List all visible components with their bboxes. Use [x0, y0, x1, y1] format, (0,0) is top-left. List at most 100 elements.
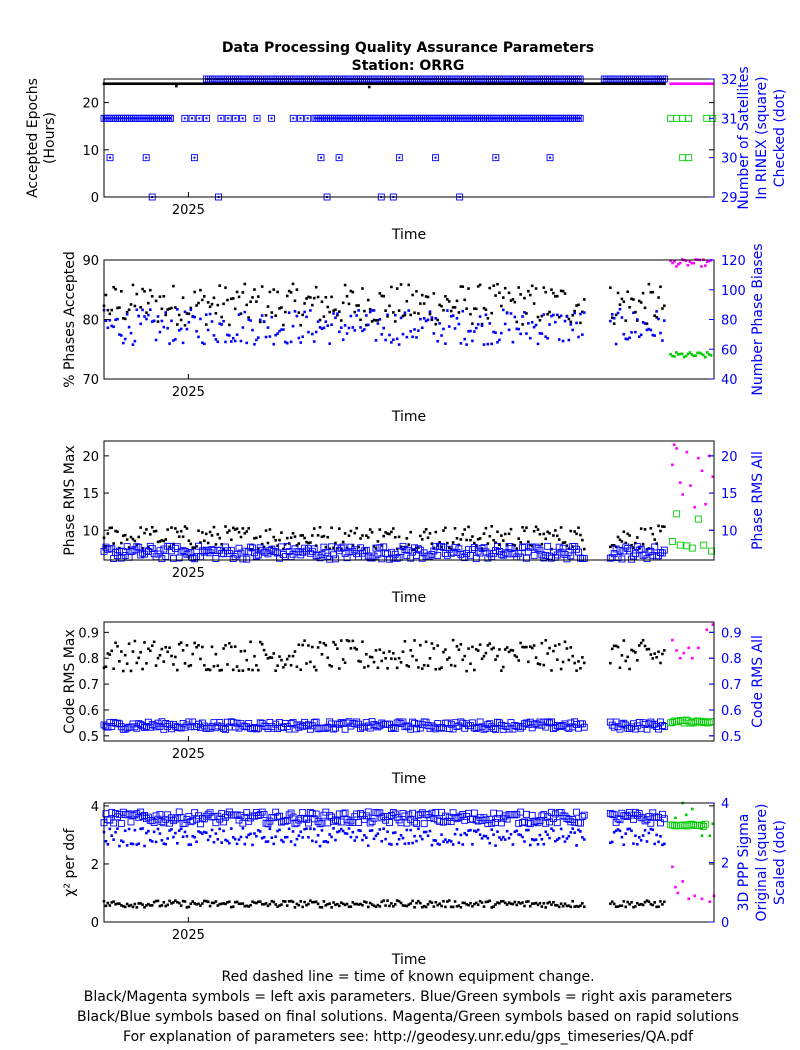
- data-point-dot: [681, 493, 684, 496]
- data-point-dot: [191, 117, 194, 120]
- data-point-dot: [181, 341, 185, 345]
- data-point-dot: [612, 82, 616, 86]
- data-point-dot: [645, 899, 649, 902]
- data-point-square: [509, 810, 517, 818]
- data-point-dot: [235, 665, 239, 668]
- data-point-dot: [634, 905, 637, 908]
- data-point-square: [357, 810, 364, 818]
- data-point-dot: [509, 902, 513, 906]
- data-point-dot: [361, 838, 364, 842]
- data-point-dot: [618, 307, 622, 311]
- data-point-dot: [449, 905, 453, 909]
- data-point-dot: [189, 308, 193, 312]
- data-point-square: [183, 550, 191, 558]
- data-point-dot: [385, 117, 388, 120]
- data-point-dot: [659, 834, 662, 838]
- data-point-dot: [196, 82, 199, 86]
- data-point-square: [660, 546, 668, 554]
- data-point-dot: [480, 657, 484, 661]
- data-point-dot: [125, 313, 129, 316]
- data-point-dot: [333, 117, 336, 120]
- data-point-dot: [339, 319, 343, 322]
- data-point-dot: [379, 117, 382, 120]
- data-point-square: [156, 811, 164, 818]
- data-point-square: [612, 545, 620, 553]
- data-point-dot: [612, 322, 616, 326]
- data-point-dot: [680, 258, 684, 261]
- data-point-dot: [131, 650, 135, 653]
- data-point-dot: [503, 648, 507, 651]
- data-point-dot: [352, 117, 355, 120]
- data-point-dot: [337, 117, 340, 120]
- data-point-dot: [293, 843, 297, 847]
- data-point-dot: [495, 82, 498, 86]
- data-point-dot: [630, 543, 633, 547]
- data-point-dot: [222, 647, 225, 650]
- data-point-square: [708, 547, 716, 555]
- data-point-square: [229, 719, 237, 727]
- data-point-dot: [282, 328, 285, 331]
- data-point-square: [575, 724, 582, 732]
- data-point-dot: [258, 320, 262, 324]
- data-point-dot: [266, 904, 270, 908]
- data-point-dot: [472, 82, 476, 86]
- data-point-dot: [376, 666, 380, 670]
- left-tick-label: 0: [91, 916, 99, 931]
- data-point-dot: [295, 665, 299, 669]
- data-point-dot: [480, 837, 484, 840]
- data-point-dot: [438, 541, 441, 544]
- data-point-dot: [590, 82, 593, 86]
- data-point-dot: [628, 305, 631, 309]
- data-point-dot: [150, 644, 154, 648]
- data-point-dot: [395, 337, 399, 341]
- data-point-dot: [357, 903, 360, 906]
- data-point-dot: [108, 827, 112, 831]
- data-point-dot: [199, 82, 203, 86]
- data-point-dot: [517, 833, 521, 836]
- data-point-dot: [416, 82, 420, 86]
- data-point-dot: [152, 640, 156, 644]
- data-point-dot: [431, 82, 435, 86]
- data-point-dot: [534, 838, 538, 841]
- data-point-dot: [285, 657, 289, 661]
- data-point-dot: [166, 308, 169, 311]
- data-point-dot: [614, 829, 618, 833]
- x-tick-label: 2025: [172, 566, 205, 581]
- data-point-dot: [336, 82, 339, 86]
- data-point-dot: [567, 317, 571, 321]
- data-point-dot: [659, 331, 662, 335]
- data-point-dot: [348, 117, 351, 120]
- data-point-dot: [426, 536, 430, 540]
- data-point-dot: [376, 540, 380, 543]
- data-point-dot: [530, 544, 534, 548]
- data-point-dot: [390, 530, 393, 534]
- data-point-square: [546, 719, 554, 727]
- data-point-dot: [305, 662, 308, 665]
- data-point-dot: [647, 831, 651, 835]
- data-point-dot: [695, 82, 698, 86]
- data-point-dot: [121, 82, 124, 86]
- data-point-dot: [276, 664, 279, 668]
- data-point-dot: [399, 316, 403, 320]
- data-point-square: [305, 819, 312, 827]
- data-point-dot: [203, 295, 206, 298]
- data-point-dot: [507, 836, 511, 840]
- data-point-dot: [461, 82, 465, 86]
- data-point-dot: [426, 834, 430, 838]
- data-point-dot: [206, 838, 210, 842]
- data-point-dot: [160, 839, 164, 842]
- data-point-dot: [626, 337, 629, 341]
- data-point-dot: [688, 82, 691, 86]
- data-point-dot: [278, 329, 281, 333]
- data-point-dot: [426, 117, 429, 120]
- data-point-dot: [210, 901, 214, 905]
- data-point-square: [370, 552, 378, 560]
- data-point-dot: [451, 843, 455, 846]
- data-point-dot: [559, 827, 563, 831]
- data-point-dot: [330, 323, 333, 327]
- data-point-dot: [436, 318, 439, 322]
- data-point-square: [470, 809, 478, 817]
- data-point-dot: [521, 526, 524, 529]
- data-point-dot: [334, 316, 337, 320]
